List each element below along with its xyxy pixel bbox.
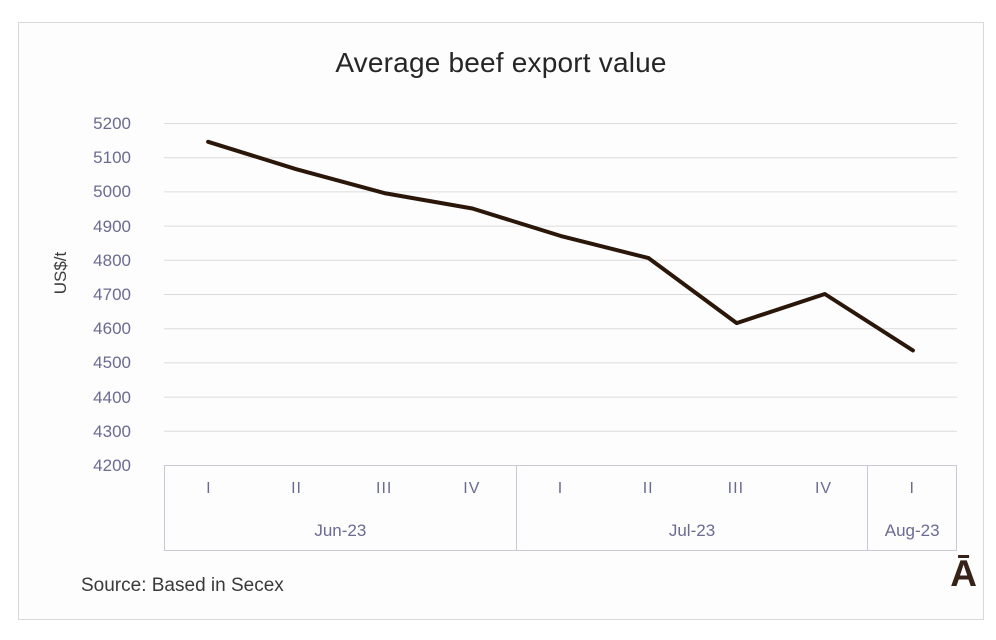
week-tick-label: III bbox=[727, 480, 745, 497]
month-tick-label: Jul-23 bbox=[668, 521, 716, 540]
category-group: I II III IV Jun-23 bbox=[165, 466, 516, 550]
week-tick-label: I bbox=[909, 480, 915, 497]
month-tick-label: Jun-23 bbox=[314, 521, 367, 540]
y-axis-title: US$/t bbox=[51, 251, 70, 295]
chart-title: Average beef export value bbox=[335, 47, 667, 78]
source-note: Source: Based in Secex bbox=[81, 575, 284, 596]
week-tick-label: I bbox=[206, 480, 212, 497]
week-tick-label: I bbox=[557, 480, 564, 497]
chart-card: Average beef export value US$/t 5200 5100… bbox=[18, 22, 984, 620]
category-axis: I II III IV Jun-23 I II III IV Jul-23 I Aug-23 bbox=[164, 465, 957, 551]
y-tick-label: 4800 bbox=[93, 250, 131, 270]
category-group: I Aug-23 bbox=[867, 466, 956, 550]
week-label-row: I bbox=[868, 466, 956, 512]
week-label-row: I II III IV bbox=[165, 466, 516, 512]
week-tick-label: II bbox=[642, 480, 654, 497]
y-tick-label: 4400 bbox=[93, 387, 131, 407]
y-tick-label: 4600 bbox=[93, 319, 131, 339]
month-tick-label: Aug-23 bbox=[884, 521, 940, 540]
y-tick-label: 5000 bbox=[93, 182, 131, 202]
watermark-logo: Ā bbox=[950, 553, 977, 594]
y-tick-label: 4500 bbox=[93, 353, 131, 373]
y-tick-label: 4300 bbox=[93, 421, 131, 441]
y-axis-ticks: 5200 5100 5000 4900 4800 4700 4600 4500 4400 4300… bbox=[69, 115, 131, 475]
week-tick-label: III bbox=[376, 480, 393, 497]
category-group: I II III IV Jul-23 bbox=[515, 466, 868, 550]
y-tick-label: 5100 bbox=[93, 148, 131, 168]
y-tick-label: 5200 bbox=[93, 114, 131, 133]
week-tick-label: IV bbox=[463, 480, 481, 497]
plot-svg bbox=[164, 123, 957, 432]
series-line bbox=[206, 139, 915, 353]
y-tick-label: 4200 bbox=[93, 456, 131, 475]
y-tick-label: 4900 bbox=[93, 216, 131, 236]
week-label-row: I II III IV bbox=[517, 466, 868, 512]
y-tick-label: 4700 bbox=[93, 285, 131, 304]
week-tick-label: IV bbox=[814, 480, 833, 497]
week-tick-label: II bbox=[291, 480, 302, 497]
